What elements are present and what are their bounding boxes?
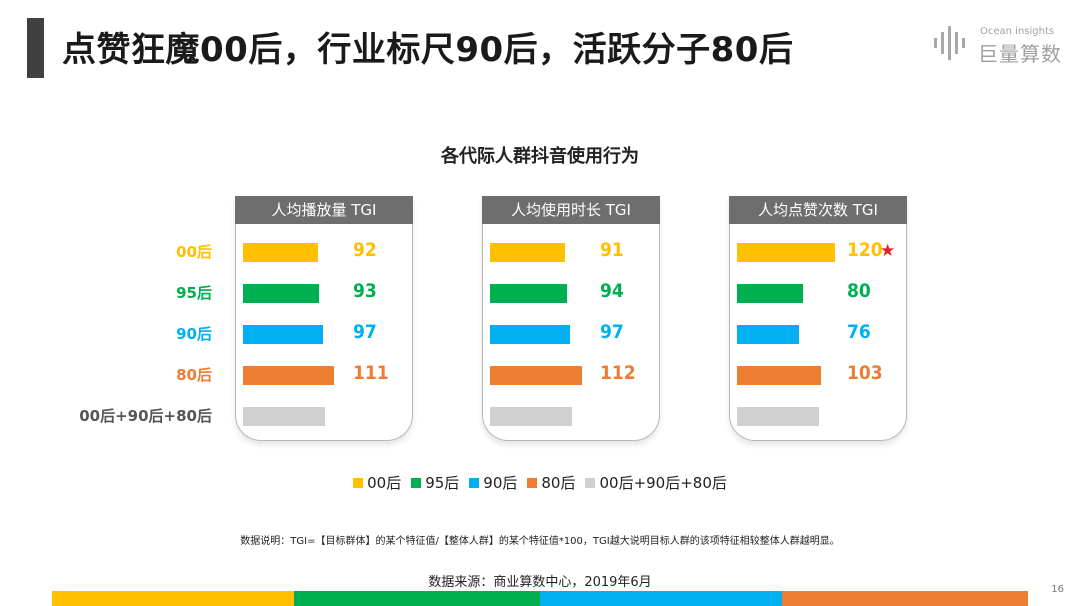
bar xyxy=(737,284,803,303)
row-label: 00后+90后+80后 xyxy=(79,407,212,425)
legend-swatch xyxy=(469,478,480,488)
footer-color-bar xyxy=(52,591,294,606)
legend-label: 95后 xyxy=(425,474,460,492)
bar xyxy=(490,325,570,344)
chart-title: 各代际人群抖音使用行为 xyxy=(441,146,639,167)
bar xyxy=(490,366,582,385)
data-note: 数据说明：TGI=【目标群体】的某个特征值/【整体人群】的某个特征值*100，T… xyxy=(240,536,840,547)
legend-label: 00后 xyxy=(367,474,402,492)
bar xyxy=(490,284,567,303)
footer-color-bar xyxy=(782,591,1028,606)
bar xyxy=(737,366,821,385)
legend-swatch xyxy=(527,478,538,488)
data-label: 103 xyxy=(847,362,883,384)
page-number: 16 xyxy=(1051,584,1064,595)
logo-text-en: Ocean insights xyxy=(980,26,1055,37)
legend-item: 00后 xyxy=(353,472,401,493)
star-icon: ★ xyxy=(880,241,896,261)
metric-panel: 人均使用时长 TGI 91 94 97 112 xyxy=(482,196,660,441)
bar xyxy=(243,243,318,262)
data-label: 91 xyxy=(600,239,624,261)
panel-header: 人均播放量 TGI xyxy=(235,196,413,224)
data-source: 数据来源：商业算数中心，2019年6月 xyxy=(428,575,652,590)
footer-color-bar xyxy=(540,591,782,606)
legend-swatch xyxy=(353,478,364,488)
panel-header: 人均使用时长 TGI xyxy=(482,196,660,224)
logo-icon xyxy=(934,26,965,60)
bar xyxy=(490,407,572,426)
bar xyxy=(737,325,799,344)
row-label: 00后 xyxy=(176,243,212,261)
bar xyxy=(243,366,334,385)
bar xyxy=(737,243,835,262)
data-label: 97 xyxy=(353,321,377,343)
logo-text-cn: 巨量算数 xyxy=(978,42,1062,66)
bar xyxy=(490,243,565,262)
bar xyxy=(243,284,319,303)
legend-label: 00后+90后+80后 xyxy=(599,474,727,492)
legend-label: 80后 xyxy=(541,474,576,492)
data-label: 92 xyxy=(353,239,377,261)
ocean-insights-logo: Ocean insights 巨量算数 xyxy=(932,24,1072,66)
data-label: 76 xyxy=(847,321,871,343)
bar xyxy=(243,325,323,344)
legend-item: 95后 xyxy=(411,472,459,493)
legend-item: 90后 xyxy=(469,472,517,493)
metric-panel: 人均点赞次数 TGI 120 ★ 80 76 103 xyxy=(729,196,907,441)
data-label: 97 xyxy=(600,321,624,343)
data-label: 93 xyxy=(353,280,377,302)
title-accent-bar xyxy=(27,18,44,78)
legend-item: 80后 xyxy=(527,472,575,493)
bar xyxy=(243,407,325,426)
data-label: 80 xyxy=(847,280,871,302)
metric-panel: 人均播放量 TGI 92 93 97 111 xyxy=(235,196,413,441)
data-label: 112 xyxy=(600,362,636,384)
row-label: 80后 xyxy=(176,366,212,384)
data-label: 94 xyxy=(600,280,624,302)
row-label: 95后 xyxy=(176,284,212,302)
bar xyxy=(737,407,819,426)
chart-legend: 00后 95后 90后 80后 00后+90后+80后 xyxy=(0,472,1080,493)
legend-swatch xyxy=(585,478,596,488)
row-label: 90后 xyxy=(176,325,212,343)
legend-label: 90后 xyxy=(483,474,518,492)
panel-header: 人均点赞次数 TGI xyxy=(729,196,907,224)
footer-color-bar xyxy=(294,591,540,606)
legend-swatch xyxy=(411,478,422,488)
legend-item: 00后+90后+80后 xyxy=(585,472,727,493)
data-label: 111 xyxy=(353,362,389,384)
page-title: 点赞狂魔00后，行业标尺90后，活跃分子80后 xyxy=(62,30,794,70)
data-label: 120 xyxy=(847,239,883,261)
